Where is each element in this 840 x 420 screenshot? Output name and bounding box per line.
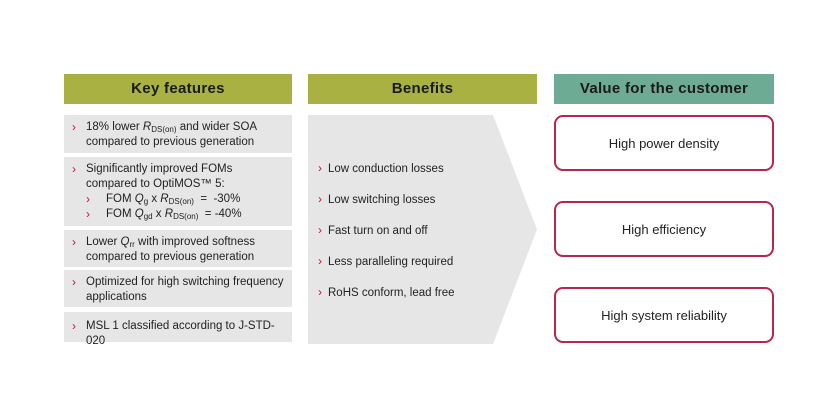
key-feature-item: › Lower Qrr with improved softness compa… [72,235,286,265]
chevron-icon: › [72,275,76,289]
fom-text: x [148,193,161,205]
header-key-features: Key features [64,74,292,104]
subscript: rr [129,240,135,249]
chevron-icon: › [318,192,322,206]
benefit-item: › RoHS conform, lead free [318,285,455,301]
symbol-q: Q [120,236,130,248]
subscript: DS(on) [151,125,177,134]
feature-text: 18% lower [86,121,143,133]
header-value-for-customer: Value for the customer [554,74,774,104]
benefits-arrow-shape [308,115,537,344]
chevron-icon: › [72,162,76,176]
key-feature-item: › Optimized for high switching frequency… [72,275,286,305]
key-feature-box-rdson: › 18% lower RDS(on) and wider SOA compar… [64,115,292,153]
chevron-icon: › [86,192,90,206]
fom-text: FOM [106,193,135,205]
benefit-item: › Low conduction losses [318,161,444,177]
key-feature-box-switching: › Optimized for high switching frequency… [64,270,292,307]
symbol-q: Q [134,208,144,220]
chevron-icon: › [72,235,76,249]
feature-text: Optimized for high switching frequency a… [86,276,284,303]
subscript: g [143,197,149,206]
chevron-icon: › [318,285,322,299]
key-feature-box-foms: › Significantly improved FOMs compared t… [64,157,292,226]
subscript: gd [143,212,153,221]
value-box-efficiency: High efficiency [554,201,774,257]
subscript: DS(on) [168,197,194,206]
chevron-icon: › [318,223,322,237]
key-feature-subitem: › FOM Qgd x RDS(on) = -40% [72,207,286,222]
key-feature-box-msl: › MSL 1 classified according to J-STD-02… [64,312,292,347]
key-feature-item: › Significantly improved FOMs compared t… [72,162,286,192]
feature-text: Lower [86,236,121,248]
subscript: DS(on) [173,212,199,221]
chevron-icon: › [318,161,322,175]
key-feature-box-qrr: › Lower Qrr with improved softness compa… [64,230,292,267]
symbol-r: R [164,208,174,220]
feature-text: and wider SOA compared to previous gener… [86,121,257,148]
chevron-icon: › [86,207,90,221]
feature-text: MSL 1 classified according to J-STD-020 [86,320,275,347]
fom-value: = -40% [198,208,242,220]
fom-text: x [152,208,165,220]
value-box-reliability: High system reliability [554,287,774,343]
chevron-icon: › [72,319,76,333]
chevron-icon: › [318,254,322,268]
feature-text: Significantly improved FOMs compared to … [86,163,233,190]
benefit-text: Low conduction losses [328,163,444,175]
benefit-text: Less paralleling required [328,256,454,268]
fom-value: = -30% [193,193,241,205]
benefit-item: › Less paralleling required [318,254,453,270]
benefit-text: Fast turn on and off [328,225,428,237]
symbol-r: R [142,121,152,133]
value-box-power-density: High power density [554,115,774,171]
key-feature-item: › MSL 1 classified according to J-STD-02… [72,319,286,349]
benefit-item: › Low switching losses [318,192,435,208]
benefit-text: Low switching losses [328,194,436,206]
benefit-item: › Fast turn on and off [318,223,428,239]
chevron-icon: › [72,120,76,134]
symbol-r: R [160,193,169,205]
benefit-text: RoHS conform, lead free [328,287,455,299]
header-benefits: Benefits [308,74,537,104]
key-feature-subitem: › FOM Qg x RDS(on) = -30% [72,192,286,207]
feature-text: with improved softness compared to previ… [86,236,255,263]
symbol-q: Q [134,193,144,205]
fom-text: FOM [106,208,135,220]
key-feature-item: › 18% lower RDS(on) and wider SOA compar… [72,120,286,150]
